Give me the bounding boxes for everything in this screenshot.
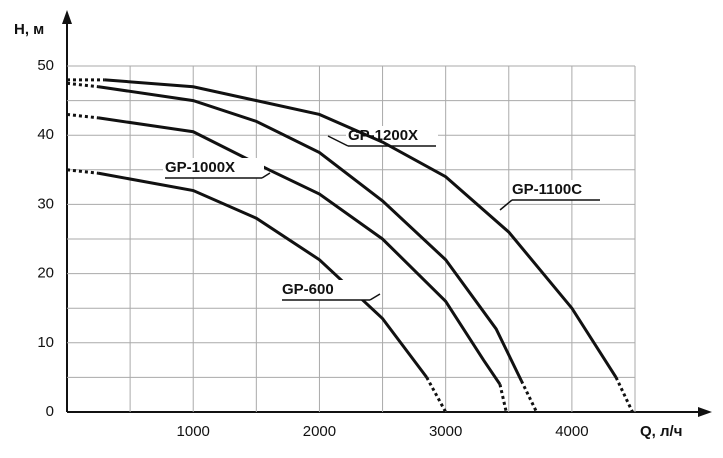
curve-dotted — [520, 380, 538, 413]
x-tick-label: 1000 — [177, 423, 210, 440]
y-axis-arrow — [62, 10, 72, 24]
label-bg — [163, 158, 264, 178]
curve-dotted — [66, 81, 99, 89]
y-tick-label: 10 — [37, 334, 54, 351]
label-leader — [261, 172, 271, 179]
label-bg — [510, 180, 602, 200]
series-label: GP-600 — [282, 281, 334, 298]
curve-dotted — [498, 383, 508, 413]
curve — [98, 116, 502, 386]
label-bg — [280, 280, 372, 300]
y-tick-label: 0 — [46, 403, 54, 420]
x-tick-label: 3000 — [429, 423, 462, 440]
label-leader — [499, 199, 513, 211]
x-axis-arrow — [698, 407, 712, 417]
curve-dotted — [614, 376, 634, 413]
curve-dotted — [66, 168, 99, 175]
curve — [98, 171, 428, 379]
series-label: GP-1000X — [165, 159, 235, 176]
y-axis-label: H, м — [14, 21, 44, 38]
curve-dotted — [425, 376, 447, 413]
label-bg — [346, 126, 438, 146]
label-leader — [327, 135, 349, 147]
curve-dotted — [66, 112, 99, 120]
curve — [98, 85, 523, 382]
y-tick-label: 30 — [37, 195, 54, 212]
y-tick-label: 20 — [37, 265, 54, 282]
y-tick-label: 40 — [37, 126, 54, 143]
x-tick-label: 4000 — [555, 423, 588, 440]
x-axis-label: Q, л/ч — [640, 423, 682, 440]
y-tick-label: 50 — [37, 57, 54, 74]
x-tick-label: 2000 — [303, 423, 336, 440]
series-label: GP-1100C — [512, 181, 582, 198]
label-leader — [369, 293, 381, 301]
series-label: GP-1200X — [348, 127, 418, 144]
curve — [104, 78, 618, 379]
